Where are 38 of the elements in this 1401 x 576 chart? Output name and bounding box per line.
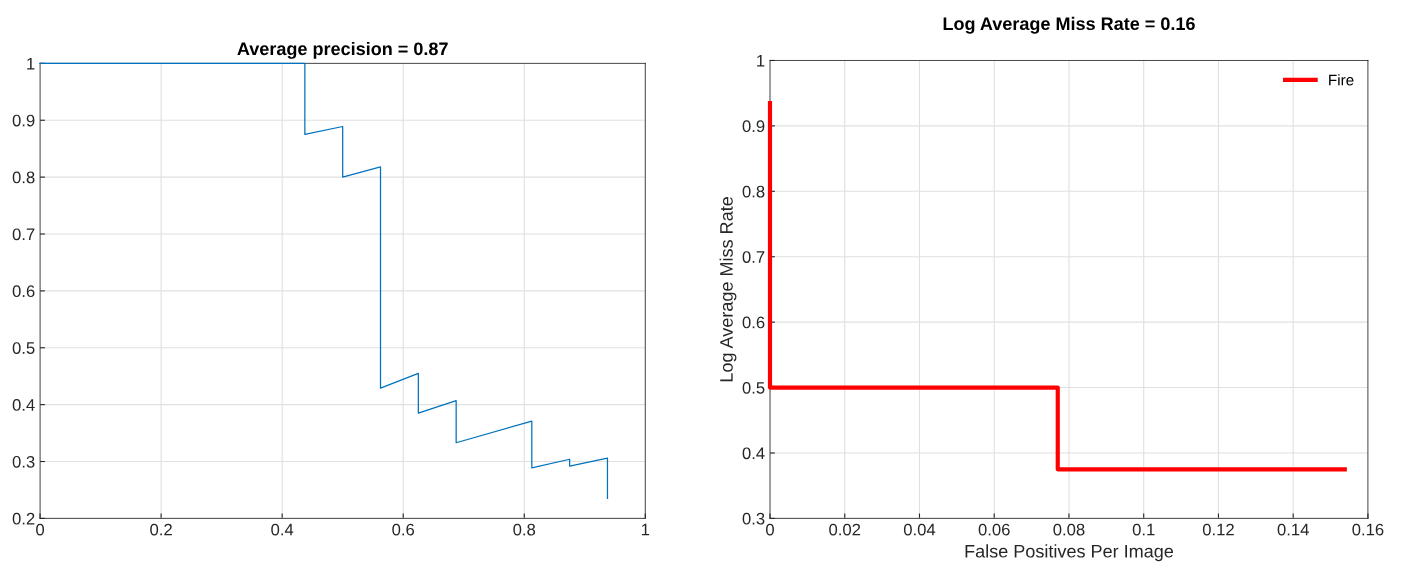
x-tick-label: 0 — [36, 523, 45, 536]
y-tick-label: 0.3 — [742, 512, 765, 525]
y-tick-label: 1 — [757, 55, 765, 67]
x-tick-label: 0.04 — [903, 523, 936, 536]
y-tick-label: 0.8 — [12, 171, 35, 184]
line-series — [39, 62, 609, 500]
x-tick-label: 0.02 — [829, 523, 861, 536]
x-tick-label: 0.4 — [271, 523, 294, 536]
x-tick-label: 0.6 — [392, 523, 415, 536]
x-tick-label: 0.1 — [1132, 523, 1155, 536]
y-tick-label: 0.4 — [12, 399, 35, 411]
y-tick-label: 0.2 — [12, 512, 35, 525]
y-tick-label: 0.9 — [12, 114, 35, 127]
chart-title: Average precision = 0.87 — [237, 41, 448, 59]
y-tick-label: 0.5 — [12, 342, 35, 354]
x-tick-label: 0 — [766, 523, 774, 536]
y-tick-label: 0.7 — [742, 251, 765, 263]
x-tick-label: 0.8 — [513, 523, 536, 536]
y-tick-label: 0.6 — [12, 285, 35, 298]
x-tick-label: 0.14 — [1277, 523, 1309, 536]
y-tick-label: 0.8 — [742, 185, 765, 198]
y-axis-title: Log Average Miss Rate — [719, 197, 737, 382]
y-tick-label: 0.4 — [742, 447, 765, 460]
y-tick-label: 0.6 — [742, 316, 765, 329]
legend-label: Fire — [1329, 74, 1354, 86]
x-tick-label: 0.08 — [1053, 523, 1085, 536]
y-tick-label: 0.9 — [742, 120, 765, 133]
x-tick-label: 0.06 — [978, 523, 1010, 536]
x-axis-title: False Positives Per Image — [965, 544, 1174, 562]
x-tick-label: 0.16 — [1352, 523, 1384, 536]
x-tick-label: 1 — [641, 523, 650, 536]
y-tick-label: 0.7 — [12, 228, 35, 241]
y-tick-label: 0.3 — [12, 455, 35, 468]
y-tick-label: 1 — [27, 57, 35, 70]
chart-title: Log Average Miss Rate = 0.16 — [943, 16, 1195, 34]
y-tick-label: 0.5 — [742, 381, 765, 394]
x-tick-label: 0.2 — [150, 523, 172, 536]
x-tick-label: 0.12 — [1202, 523, 1234, 536]
